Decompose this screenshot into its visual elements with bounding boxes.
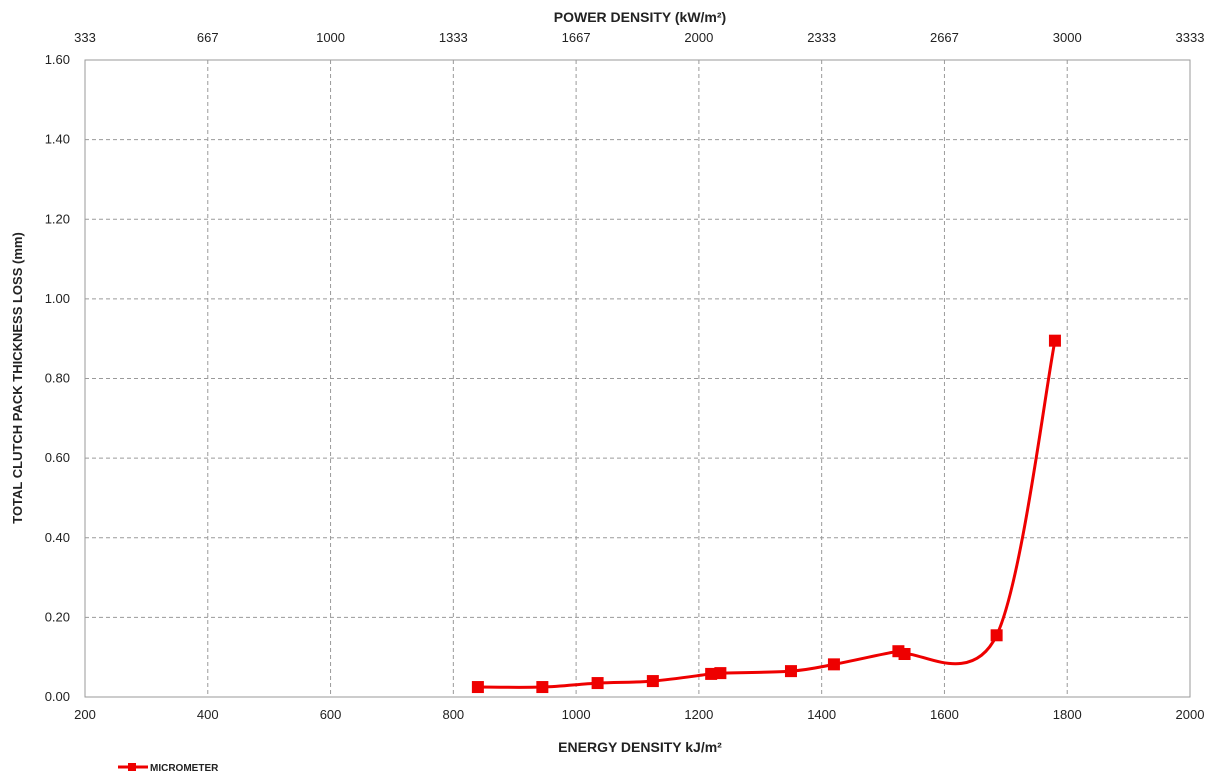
secondary-x-tick-label: 333	[74, 30, 96, 45]
legend-label: MICROMETER	[150, 763, 219, 773]
y-axis-title: TOTAL CLUTCH PACK THICKNESS LOSS (mm)	[10, 232, 25, 524]
plot-area-border	[84, 59, 1191, 698]
data-point	[1048, 334, 1061, 347]
x-tick-label: 2000	[1176, 707, 1205, 722]
x-tick-label: 1800	[1053, 707, 1082, 722]
data-point	[714, 667, 727, 680]
x-tick-label: 400	[197, 707, 219, 722]
x-tick-label: 600	[320, 707, 342, 722]
y-tick-label: 1.00	[45, 291, 70, 306]
secondary-x-axis-title: POWER DENSITY (kW/m²)	[554, 9, 726, 25]
data-point	[471, 681, 484, 694]
data-point	[705, 667, 718, 680]
y-tick-label: 0.40	[45, 530, 70, 545]
secondary-x-tick-label: 3000	[1053, 30, 1082, 45]
legend: MICROMETER	[118, 763, 219, 773]
data-point	[784, 665, 797, 678]
data-point	[827, 658, 840, 671]
data-point	[591, 677, 604, 690]
secondary-x-axis-ticks: 333 667 1000 1333 1667 2000 2333 2667 3000 3333	[74, 30, 1204, 45]
data-point	[536, 681, 549, 694]
y-tick-label: 0.00	[45, 689, 70, 704]
y-tick-label: 1.60	[45, 52, 70, 67]
x-tick-label: 800	[442, 707, 464, 722]
secondary-x-tick-label: 2000	[684, 30, 713, 45]
secondary-x-tick-label: 3333	[1176, 30, 1205, 45]
y-tick-label: 1.20	[45, 211, 70, 226]
y-tick-label: 0.80	[45, 371, 70, 386]
legend-marker	[128, 763, 136, 771]
x-tick-label: 200	[74, 707, 96, 722]
secondary-x-tick-label: 1333	[439, 30, 468, 45]
x-tick-label: 1600	[930, 707, 959, 722]
x-tick-label: 1000	[562, 707, 591, 722]
secondary-x-tick-label: 2667	[930, 30, 959, 45]
y-tick-label: 1.40	[45, 132, 70, 147]
x-axis-ticks: 200 400 600 800 1000 1200 1400 1600 1800 2000	[74, 707, 1204, 722]
x-tick-label: 1200	[684, 707, 713, 722]
secondary-x-tick-label: 1667	[562, 30, 591, 45]
data-point	[898, 648, 911, 661]
y-tick-label: 0.20	[45, 609, 70, 624]
x-tick-label: 1400	[807, 707, 836, 722]
y-tick-label: 0.60	[45, 450, 70, 465]
secondary-x-tick-label: 1000	[316, 30, 345, 45]
series-layer	[471, 334, 1061, 694]
y-axis-ticks: 0.00 0.20 0.40 0.60 0.80 1.00 1.20 1.40 1.60	[45, 52, 70, 704]
x-axis-title: ENERGY DENSITY kJ/m²	[558, 739, 722, 755]
grid	[85, 60, 1190, 697]
secondary-x-tick-label: 2333	[807, 30, 836, 45]
data-point	[990, 629, 1003, 642]
data-point	[646, 675, 659, 688]
secondary-x-tick-label: 667	[197, 30, 219, 45]
